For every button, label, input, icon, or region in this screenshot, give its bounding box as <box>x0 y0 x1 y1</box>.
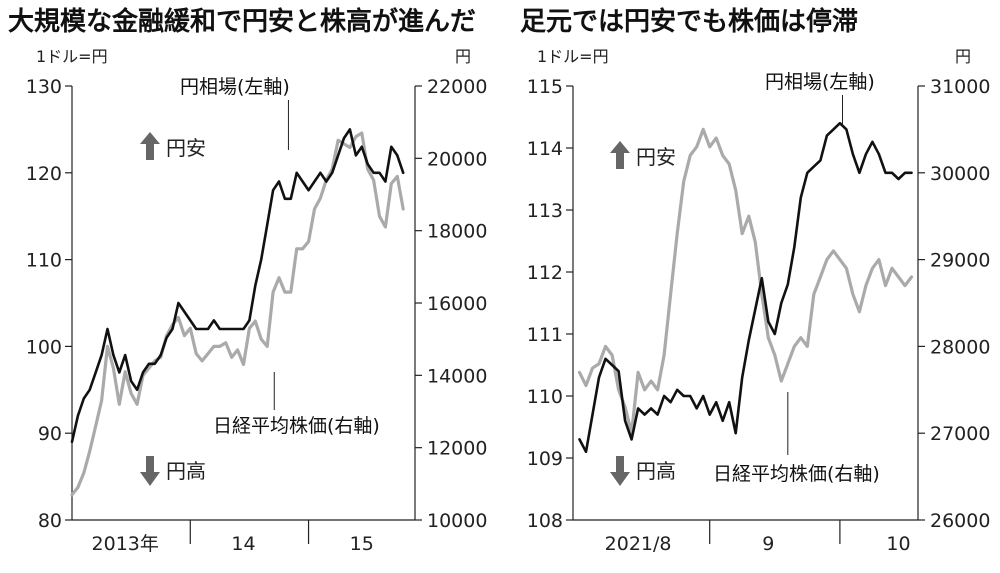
yen-strong-indicator: 円高 <box>140 456 206 486</box>
x-tick-label: 14 <box>231 533 255 555</box>
up-label: 円安 <box>636 145 676 169</box>
up-arrow-icon <box>140 132 160 160</box>
nikkei-series-line <box>70 131 405 497</box>
right-tick-label: 14000 <box>427 365 487 387</box>
x-tick-label: 10 <box>886 533 910 555</box>
right-tick-label: 22000 <box>427 76 487 98</box>
left-tick-label: 114 <box>527 138 563 160</box>
x-tick-label: 15 <box>350 533 374 555</box>
up-label: 円安 <box>166 136 206 160</box>
right-tick-label: 26000 <box>930 510 990 532</box>
left-tick-label: 110 <box>527 386 563 408</box>
left-tick-label: 90 <box>38 423 62 445</box>
left-tick-label: 120 <box>26 163 62 185</box>
right-tick-label: 10000 <box>427 510 487 532</box>
right-axis-unit: 円 <box>955 47 971 66</box>
left-tick-label: 113 <box>527 200 563 222</box>
right-tick-label: 16000 <box>427 293 487 315</box>
down-label: 円高 <box>166 459 206 483</box>
left-tick-label: 100 <box>26 336 62 358</box>
left-tick-label: 110 <box>26 250 62 272</box>
left-tick-label: 115 <box>527 76 563 98</box>
annotation-yen-rate: 円相場(左軸) <box>180 76 290 98</box>
left-tick-label: 108 <box>527 510 563 532</box>
annotation-nikkei: 日経平均株価(右軸) <box>713 463 880 485</box>
x-tick-label: 9 <box>762 533 774 555</box>
left-axis-unit: 1ドル=円 <box>537 47 609 66</box>
up-arrow-icon <box>610 141 630 169</box>
yen-weak-indicator: 円安 <box>610 141 676 169</box>
chart-panel-1: 大規模な金融緩和で円安と株高が進んだ 1ドル=円 円 80 90 100 110 120 130… <box>8 6 487 555</box>
yen-weak-indicator: 円安 <box>140 132 206 160</box>
right-axis-unit: 円 <box>455 47 471 66</box>
left-tick-label: 109 <box>527 448 563 470</box>
right-tick-label: 28000 <box>930 336 990 358</box>
right-tick-label: 18000 <box>427 221 487 243</box>
yen-rate-series-line <box>578 121 913 454</box>
down-arrow-icon <box>610 456 630 486</box>
left-tick-label: 112 <box>527 262 563 284</box>
down-arrow-icon <box>140 456 160 486</box>
right-tick-label: 30000 <box>930 163 990 185</box>
left-tick-label: 111 <box>527 324 563 346</box>
right-tick-label: 12000 <box>427 438 487 460</box>
yen-strong-indicator: 円高 <box>610 456 676 486</box>
x-tick-label: 2013年 <box>92 533 159 555</box>
yen-rate-series-line <box>70 128 405 444</box>
left-axis-unit: 1ドル=円 <box>36 47 108 66</box>
right-tick-label: 20000 <box>427 148 487 170</box>
right-tick-label: 27000 <box>930 423 990 445</box>
nikkei-series-line <box>577 127 914 435</box>
right-tick-label: 31000 <box>930 76 990 98</box>
left-tick-label: 80 <box>38 510 62 532</box>
right-tick-label: 29000 <box>930 250 990 272</box>
chart-title: 足元では円安でも株価は停滞 <box>520 6 858 37</box>
chart-title: 大規模な金融緩和で円安と株高が進んだ <box>8 6 476 37</box>
annotation-yen-rate: 円相場(左軸) <box>765 71 875 93</box>
annotation-nikkei: 日経平均株価(右軸) <box>213 415 380 437</box>
down-label: 円高 <box>636 459 676 483</box>
left-tick-label: 130 <box>26 76 62 98</box>
x-tick-label: 2021/8 <box>605 533 672 555</box>
